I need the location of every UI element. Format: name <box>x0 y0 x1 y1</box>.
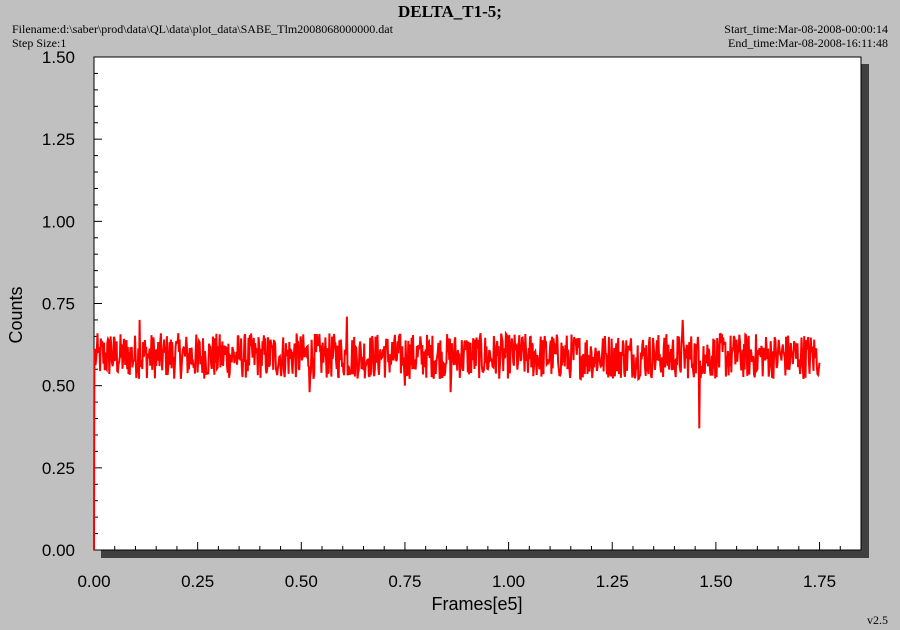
y-tick-label: 1.00 <box>42 212 75 231</box>
y-tick-label: 0.00 <box>42 541 75 560</box>
x-tick-label: 1.00 <box>492 572 525 591</box>
start-time-text: Start_time:Mar-08-2008-00:00:14 <box>724 22 888 36</box>
x-tick-label: 0.75 <box>388 572 421 591</box>
filename-text: Filename:d:\saber\prod\data\QL\data\plot… <box>12 22 393 36</box>
series-group <box>93 316 821 551</box>
y-tick-label: 0.25 <box>42 459 75 478</box>
x-tick-label: 0.50 <box>285 572 318 591</box>
plot-area <box>93 56 862 551</box>
version-text: v2.5 <box>867 613 888 627</box>
step-size-text: Step Size:1 <box>12 36 67 50</box>
x-tick-label: 1.50 <box>699 572 732 591</box>
x-tick-label: 0.25 <box>181 572 214 591</box>
chart-title: DELTA_T1-5; <box>398 2 502 21</box>
axes-group: 0.00 0.25 0.50 0.75 1.00 1.25 1.50 1.75 0.00 0.25… <box>42 48 841 591</box>
x-tick-label: 0.00 <box>77 572 110 591</box>
y-tick-label: 1.25 <box>42 130 75 149</box>
x-axis-label: Frames[e5] <box>431 594 522 614</box>
series-line <box>93 316 821 551</box>
x-tick-label: 1.75 <box>803 572 836 591</box>
y-axis-label: Counts <box>6 286 26 343</box>
y-tick-label: 0.75 <box>42 295 75 314</box>
x-tick-label: 1.25 <box>596 572 629 591</box>
y-tick-label: 1.50 <box>42 48 75 67</box>
end-time-text: End_time:Mar-08-2008-16:11:48 <box>728 36 888 50</box>
y-tick-label: 0.50 <box>42 377 75 396</box>
